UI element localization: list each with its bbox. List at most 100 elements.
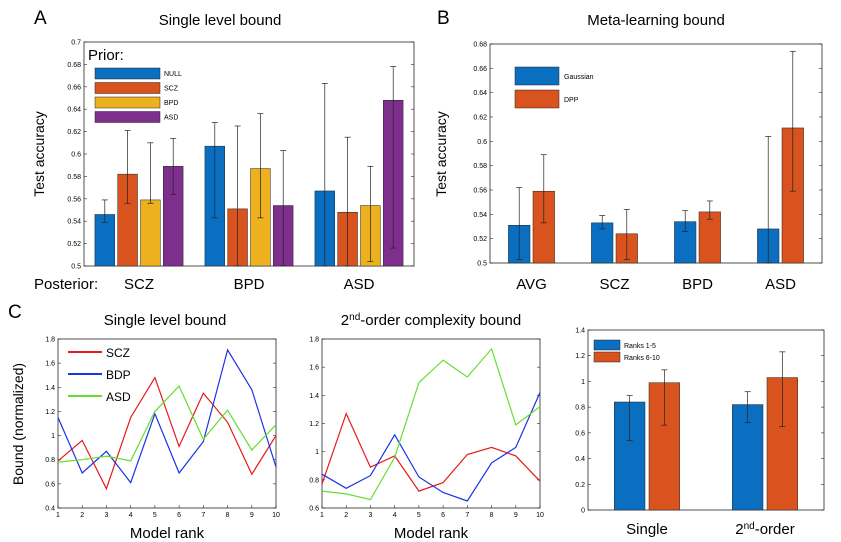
legend-swatch-gaussian bbox=[514, 66, 560, 86]
a-ytick-label: 0.7 bbox=[71, 40, 81, 47]
c3-axes-box bbox=[587, 329, 825, 511]
c1-xtick-label: 7 bbox=[201, 512, 205, 519]
panel-a-title: Single level bound bbox=[159, 12, 282, 29]
category-label: AVG bbox=[516, 276, 547, 293]
category-label: SCZ bbox=[124, 276, 154, 293]
c3-ytick-label: 1.4 bbox=[575, 328, 585, 335]
b-ytick-label: 0.58 bbox=[473, 163, 487, 170]
panel-c2-title: 2nd-order complexity bound bbox=[341, 312, 521, 329]
a-ytick-label: 0.6 bbox=[71, 152, 81, 159]
legend-label-bdp: BDP bbox=[106, 368, 131, 382]
panel-b-legend: Gaussian DPP bbox=[514, 66, 594, 109]
panel-c-y-axis-label: Bound (normalized) bbox=[10, 363, 26, 485]
c1-xtick-label: 4 bbox=[129, 512, 133, 519]
panel-c-single: 0.4 0.6 0.8 1 1.2 1.4 1.6 1.8 1 2 3 4 5 6 7 8 9 10 Model r… bbox=[10, 312, 280, 542]
c2-xtick-label: 2 bbox=[344, 512, 348, 519]
c1-xtick-label: 8 bbox=[226, 512, 230, 519]
c3-ytick-label: 0.2 bbox=[575, 482, 585, 489]
c1-ytick-label: 0.8 bbox=[45, 457, 55, 464]
c1-ytick-label: 1.8 bbox=[45, 337, 55, 344]
c3-ytick-label: 1.2 bbox=[575, 353, 585, 360]
b-ytick-label: 0.68 bbox=[473, 42, 487, 49]
legend-label-scz: SCZ bbox=[106, 346, 130, 360]
panel-a-y-axis-label: Test accuracy bbox=[31, 111, 47, 197]
line-c1-scz bbox=[57, 376, 277, 491]
posterior-label: Posterior: bbox=[34, 276, 98, 293]
legend-label-asd: ASD bbox=[164, 115, 178, 122]
c1-axes-box bbox=[57, 338, 277, 509]
c2-xtick-label: 3 bbox=[368, 512, 372, 519]
a-ytick-label: 0.58 bbox=[67, 174, 81, 181]
line-c1-asd bbox=[57, 385, 277, 463]
c3-ytick-label: 0.8 bbox=[575, 405, 585, 412]
category-label: BPD bbox=[234, 276, 265, 293]
b-ytick-label: 0.6 bbox=[477, 139, 487, 146]
a-ytick-label: 0.68 bbox=[67, 62, 81, 69]
c1-ytick-label: 1 bbox=[51, 433, 55, 440]
c2-xtick-label: 8 bbox=[490, 512, 494, 519]
c1-xtick-label: 1 bbox=[56, 512, 60, 519]
panel-a: 0.5 0.52 0.54 0.56 0.58 0.6 0.62 0.64 0.66 0.68 0.… bbox=[31, 12, 415, 293]
c1-xtick-label: 5 bbox=[153, 512, 157, 519]
panel-c-second-order: 0.6 0.8 1 1.2 1.4 1.6 1.8 1 2 3 4 5 6 7 8 9 10 Model rank… bbox=[309, 312, 544, 542]
b-ytick-label: 0.5 bbox=[477, 261, 487, 268]
legend-label-bpd: BPD bbox=[164, 100, 178, 107]
category-label: 2nd-order bbox=[735, 521, 794, 538]
b-ytick-label: 0.54 bbox=[473, 212, 487, 219]
a-ytick-label: 0.64 bbox=[67, 107, 81, 114]
c1-ytick-label: 1.4 bbox=[45, 385, 55, 392]
c2-ytick-label: 1.6 bbox=[309, 365, 319, 372]
legend-swatch-dpp bbox=[514, 89, 560, 109]
c2-xtick-label: 10 bbox=[536, 512, 544, 519]
c1-ytick-label: 1.2 bbox=[45, 409, 55, 416]
panel-c-bars: 0 0.2 0.4 0.6 0.8 1 1.2 1.4 Single 2nd-order Ranks… bbox=[575, 328, 825, 538]
category-label: BPD bbox=[682, 276, 713, 293]
line-c2-scz bbox=[321, 411, 541, 492]
c2-xtick-label: 6 bbox=[441, 512, 445, 519]
panel-c1-title: Single level bound bbox=[104, 312, 227, 329]
category-label: Single bbox=[626, 521, 668, 538]
c2-ytick-label: 1 bbox=[315, 449, 319, 456]
c3-ytick-label: 1 bbox=[581, 379, 585, 386]
a-ytick-label: 0.5 bbox=[71, 264, 81, 271]
bar-b-dpp-bpd bbox=[698, 211, 721, 264]
c1-xtick-label: 9 bbox=[250, 512, 254, 519]
legend-label-asd: ASD bbox=[106, 390, 131, 404]
legend-label-null: NULL bbox=[164, 71, 182, 78]
panel-c1-legend: SCZ BDP ASD bbox=[68, 346, 131, 404]
panel-label-a: A bbox=[34, 8, 47, 29]
legend-label-gaussian: Gaussian bbox=[564, 74, 594, 81]
panel-label-b: B bbox=[437, 8, 450, 29]
legend-swatch-scz bbox=[94, 82, 161, 94]
c1-xtick-label: 10 bbox=[272, 512, 280, 519]
legend-swatch-null bbox=[94, 67, 161, 80]
c1-x-axis-label: Model rank bbox=[130, 525, 205, 542]
c2-x-axis-label: Model rank bbox=[394, 525, 469, 542]
panel-label-c: C bbox=[8, 302, 22, 323]
b-ytick-label: 0.52 bbox=[473, 236, 487, 243]
c1-xtick-label: 6 bbox=[177, 512, 181, 519]
legend-label-ranks-1: Ranks 1-5 bbox=[624, 343, 656, 350]
line-c2-bdp bbox=[321, 392, 541, 502]
b-ytick-label: 0.64 bbox=[473, 90, 487, 97]
c3-ytick-label: 0.4 bbox=[575, 456, 585, 463]
c1-ytick-label: 0.4 bbox=[45, 506, 55, 513]
category-label: ASD bbox=[765, 276, 796, 293]
line-c2-asd bbox=[321, 347, 541, 501]
legend-swatch-ranks-2 bbox=[593, 351, 621, 363]
c2-ytick-label: 0.6 bbox=[309, 506, 319, 513]
c2-ytick-label: 1.4 bbox=[309, 393, 319, 400]
c2-xtick-label: 1 bbox=[320, 512, 324, 519]
a-ytick-label: 0.62 bbox=[67, 129, 81, 136]
c1-xtick-label: 2 bbox=[80, 512, 84, 519]
c2-xtick-label: 4 bbox=[393, 512, 397, 519]
c3-ytick-label: 0.6 bbox=[575, 430, 585, 437]
legend-label-scz: SCZ bbox=[164, 86, 179, 93]
a-ytick-label: 0.66 bbox=[67, 84, 81, 91]
a-ytick-label: 0.52 bbox=[67, 241, 81, 248]
legend-label-dpp: DPP bbox=[564, 97, 579, 104]
c1-ytick-label: 1.6 bbox=[45, 361, 55, 368]
c2-axes-box bbox=[321, 338, 541, 509]
line-c1-bdp bbox=[57, 348, 277, 484]
